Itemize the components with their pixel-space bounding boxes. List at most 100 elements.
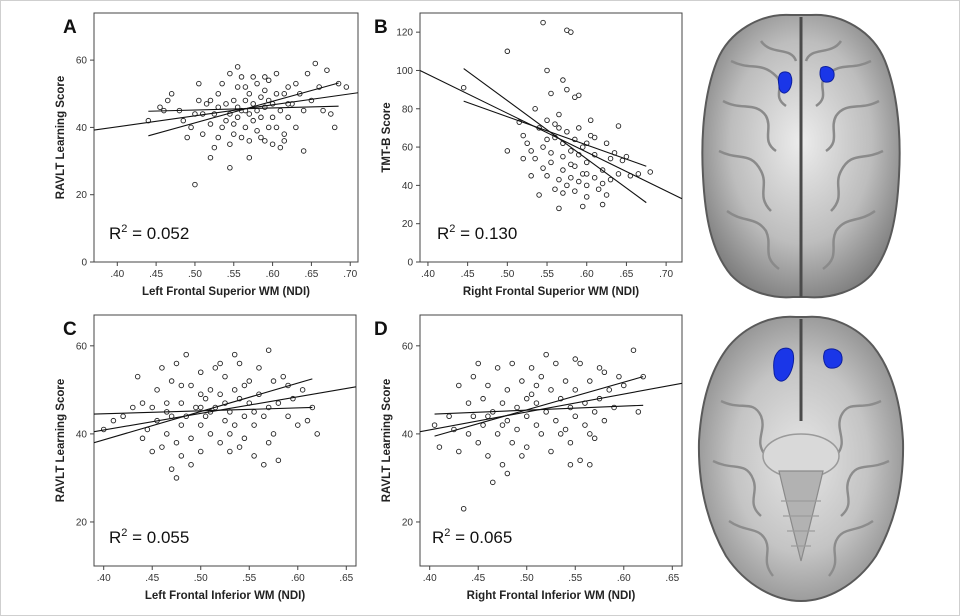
data-point <box>277 144 284 151</box>
data-point <box>149 448 155 455</box>
data-point <box>246 154 253 161</box>
data-point <box>603 192 610 198</box>
data-point <box>251 422 257 428</box>
data-point <box>603 140 610 146</box>
data-point <box>242 124 249 131</box>
r-squared-annotation: R2 = 0.130 <box>437 223 517 243</box>
data-point <box>630 347 637 353</box>
data-point <box>258 94 264 100</box>
data-point <box>572 188 578 194</box>
data-point <box>293 124 299 131</box>
r-squared-value: = 0.130 <box>455 224 517 243</box>
data-point <box>460 84 467 91</box>
data-point <box>601 417 608 424</box>
data-point <box>304 417 311 424</box>
data-point <box>178 382 185 389</box>
data-point <box>553 360 559 367</box>
data-point <box>211 144 218 151</box>
data-point <box>647 169 653 175</box>
data-point <box>173 475 180 481</box>
plot-marks <box>420 347 682 512</box>
data-point <box>227 431 233 437</box>
roi-right-superior-highlight <box>819 66 835 83</box>
data-point <box>261 413 267 420</box>
data-point <box>328 111 334 117</box>
data-point <box>120 413 126 420</box>
data-point <box>560 153 566 160</box>
y-tick-label: 0 <box>81 258 87 269</box>
data-point <box>265 347 272 353</box>
data-point <box>165 97 171 104</box>
data-point <box>134 373 141 380</box>
data-point <box>227 141 233 147</box>
data-point <box>236 360 243 367</box>
data-point <box>572 413 579 420</box>
r-squared-value: = 0.065 <box>450 528 512 547</box>
data-point <box>207 154 214 161</box>
data-point <box>544 117 550 124</box>
data-point <box>568 174 574 181</box>
data-point <box>564 182 570 189</box>
r-squared-symbol: R <box>109 528 121 547</box>
data-point <box>548 387 554 393</box>
data-point <box>509 360 515 367</box>
data-point <box>250 101 256 107</box>
data-point <box>480 395 486 402</box>
data-point <box>548 448 554 455</box>
data-point <box>254 128 260 134</box>
data-point <box>580 144 586 150</box>
data-point <box>250 74 256 80</box>
x-tick-label: .40 <box>97 573 111 584</box>
data-point <box>241 382 248 389</box>
data-point <box>523 413 530 420</box>
data-point <box>299 387 306 393</box>
data-point <box>262 74 268 80</box>
data-point <box>607 155 614 162</box>
panel-letter: D <box>374 319 388 340</box>
x-tick-label: .50 <box>500 269 514 280</box>
data-point <box>583 171 590 177</box>
data-point <box>591 174 598 181</box>
data-point <box>528 173 534 179</box>
data-point <box>523 395 530 402</box>
plot-marks <box>94 347 356 481</box>
confidence-band-line <box>434 376 644 437</box>
data-point <box>456 382 462 389</box>
data-point <box>251 409 257 415</box>
y-axis-title: RAVLT Learning Score <box>55 76 67 200</box>
r-squared-superscript: 2 <box>121 223 127 235</box>
confidence-band-line <box>463 68 647 204</box>
data-point <box>234 114 241 121</box>
data-point <box>262 87 268 94</box>
data-point <box>197 369 204 376</box>
data-point <box>557 431 564 437</box>
data-point <box>258 134 264 141</box>
data-point <box>139 400 146 406</box>
plot-area <box>93 314 357 567</box>
data-point <box>583 182 590 189</box>
data-point <box>520 155 526 162</box>
data-point <box>184 134 190 141</box>
data-point <box>159 365 165 371</box>
x-tick-label: .60 <box>291 573 305 584</box>
y-tick-label: 80 <box>402 104 414 115</box>
data-point <box>583 194 590 200</box>
confidence-band-line <box>94 406 313 415</box>
x-axis-title: Left Frontal Superior WM (NDI) <box>142 286 310 298</box>
x-tick-label: .45 <box>145 573 159 584</box>
data-point <box>149 404 155 411</box>
plot-area <box>419 12 683 263</box>
data-point <box>222 417 228 424</box>
data-point <box>577 360 583 367</box>
data-point <box>475 360 481 367</box>
data-point <box>281 138 287 144</box>
confidence-band-line <box>148 82 339 137</box>
data-point <box>485 413 491 420</box>
data-point <box>556 205 562 212</box>
data-point <box>312 60 319 67</box>
data-point <box>548 90 554 97</box>
data-point <box>202 413 209 420</box>
data-point <box>234 84 241 90</box>
data-point <box>504 387 511 393</box>
data-point <box>528 365 535 371</box>
